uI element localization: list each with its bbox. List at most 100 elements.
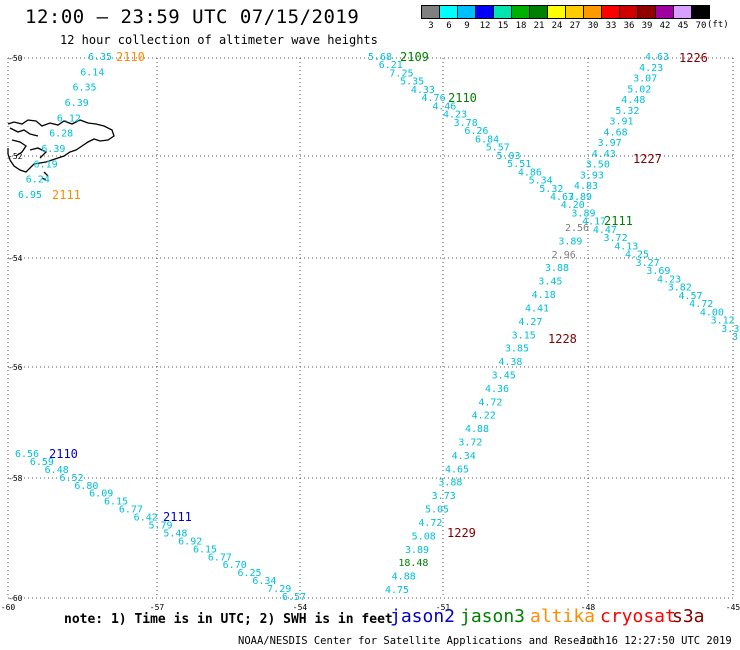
track-id-tag: 1227 (633, 152, 662, 166)
cryosat-swh-value: 4.38 (498, 357, 522, 368)
cryosat-swh-value: 3.50 (586, 160, 610, 171)
jason3-swh-value: 5.35 (400, 77, 424, 88)
altika-swh-value: 6.12 (57, 113, 81, 124)
cryosat-swh-value: 3.73 (432, 491, 456, 502)
jason3-swh-value: 3.12 (711, 316, 735, 327)
cryosat-swh-value: 4.83 (574, 181, 598, 192)
jason3-swh-value: 6.84 (475, 134, 499, 145)
jason3-swh-value: 5.32 (539, 184, 563, 195)
jason2-swh-value: 6.77 (208, 552, 232, 563)
jason2-swh-value: 6.70 (223, 560, 247, 571)
jason2-swh-value: 6.48 (45, 465, 69, 476)
jason3-swh-value: 4.67 (550, 192, 574, 203)
jason2-swh-value: 6.15 (193, 544, 217, 555)
jason2-swh-value: 6.15 (104, 497, 128, 508)
altika-swh-value: 6.35 (72, 83, 96, 94)
latitude-label: -52 (8, 152, 23, 161)
jason3-swh-value: 4.20 (561, 200, 585, 211)
legend-label: 70 (695, 21, 707, 31)
jason3-swh-value: 4.23 (657, 274, 681, 285)
cryosat-swh-value: 4.48 (621, 95, 645, 106)
longitude-label: -45 (726, 603, 740, 612)
legend-label: 45 (677, 21, 689, 31)
track-id-tag: 2111 (163, 510, 192, 524)
jason2-swh-value: 6.56 (15, 449, 39, 460)
cryosat-swh-value: 3.15 (512, 330, 536, 341)
cryosat-swh-value: 4.27 (518, 317, 542, 328)
cryosat-swh-value: 4.18 (532, 290, 556, 301)
jason3-swh-value: 4.47 (593, 225, 617, 236)
track-id-tag: 1226 (679, 51, 708, 65)
jason3-swh-value: 4.00 (700, 307, 724, 318)
jason3-swh-value: 4.33 (411, 85, 435, 96)
jason3-swh-value: 3.35 (721, 324, 740, 335)
jason2-swh-value: 6.09 (89, 489, 113, 500)
track-id-tag: 2110 (116, 50, 145, 64)
legend-label: 27 (569, 21, 581, 31)
jason2-swh-value: 6.52 (60, 473, 84, 484)
jason2-swh-value: 6.25 (238, 568, 262, 579)
track-id-tag: 1229 (447, 526, 476, 540)
jason3-swh-value: 3.69 (646, 266, 670, 277)
altika-swh-value: 6.35 (88, 52, 112, 63)
legend-label: 15 (497, 21, 509, 31)
track-id-tag: 2110 (49, 447, 78, 461)
jason3-swh-value: 3.82 (668, 283, 692, 294)
legend-label: 42 (659, 21, 671, 31)
cryosat-swh-value: 5.05 (425, 505, 449, 516)
footnote: note: 1) Time is in UTC; 2) SWH is in fe… (64, 612, 393, 627)
jason3-swh-value: 4.17 (582, 217, 606, 228)
cryosat-swh-value: 18.48 (398, 558, 428, 569)
cryosat-swh-value: 2.96 (552, 250, 576, 261)
jason2-swh-value: 6.57 (282, 592, 306, 603)
latitude-label: -54 (8, 254, 23, 263)
legend-label: 18 (515, 21, 527, 31)
cryosat-swh-value: 5.32 (615, 106, 639, 117)
jason3-swh-value: 4.76 (422, 93, 446, 104)
jason3-swh-value: 5.57 (486, 143, 510, 154)
altika-swh-value: 6.24 (26, 175, 50, 186)
jason2-swh-value: 6.77 (119, 505, 143, 516)
latitude-label: -56 (8, 363, 23, 372)
legend-label: 36 (623, 21, 635, 31)
cryosat-swh-value: 4.65 (445, 464, 469, 475)
cryosat-swh-value: 3.85 (505, 344, 529, 355)
cryosat-swh-value: 5.08 (412, 531, 436, 542)
altika-swh-value: 6.28 (49, 129, 73, 140)
jason2-swh-value: 6.92 (178, 536, 202, 547)
cryosat-swh-value: 4.34 (452, 451, 476, 462)
jason2-swh-value: 7.29 (267, 584, 291, 595)
cryosat-swh-value: 4.72 (418, 518, 442, 529)
color-legend: 3 6 9 12 15 18 21 24 27 30 33 36 39 42 45 70 (421, 5, 710, 33)
jason3-swh-value: 3.27 (636, 258, 660, 269)
cryosat-swh-value: 3.93 (580, 170, 604, 181)
cryosat-swh-value: 4.72 (478, 397, 502, 408)
cryosat-swh-value: 4.63 (645, 52, 669, 63)
legend-label: 24 (551, 21, 563, 31)
legend-labels: 3 6 9 12 15 18 21 24 27 30 33 36 39 42 45 70 (422, 19, 710, 33)
satellite-legend-jason3: jason3 (460, 606, 526, 627)
track-id-tag: 2110 (448, 91, 477, 105)
jason3-swh-value: 5.03 (496, 151, 520, 162)
legend-unit: (ft) (707, 20, 729, 30)
jason3-swh-value: 4.23 (443, 110, 467, 121)
cryosat-swh-value: 3.89 (568, 192, 592, 203)
cryosat-swh-value: 4.36 (485, 384, 509, 395)
longitude-label: -54 (293, 603, 308, 612)
cryosat-swh-value: 3.45 (492, 370, 516, 381)
cryosat-swh-value: 5.02 (627, 84, 651, 95)
latitude-label: -50 (8, 54, 23, 63)
jason3-swh-value: 4.57 (678, 291, 702, 302)
legend-label: 9 (464, 21, 470, 31)
legend-label: 21 (533, 21, 545, 31)
cryosat-swh-value: 3.88 (438, 478, 462, 489)
cryosat-swh-value: 3.88 (545, 263, 569, 274)
cryosat-swh-value: 3.07 (633, 74, 657, 85)
jason2-swh-value: 5.48 (163, 528, 187, 539)
cryosat-swh-value: 3.97 (598, 138, 622, 149)
track-labels: 6.35 6.14 6.35 6.39 6.12 6.28 6.39 6.19 6.24 6.95… (15, 50, 740, 603)
jason2-swh-value: 6.42 (134, 513, 158, 524)
cryosat-swh-value: 4.22 (472, 411, 496, 422)
page-title: 12:00 — 23:59 UTC 07/15/2019 (25, 6, 360, 28)
